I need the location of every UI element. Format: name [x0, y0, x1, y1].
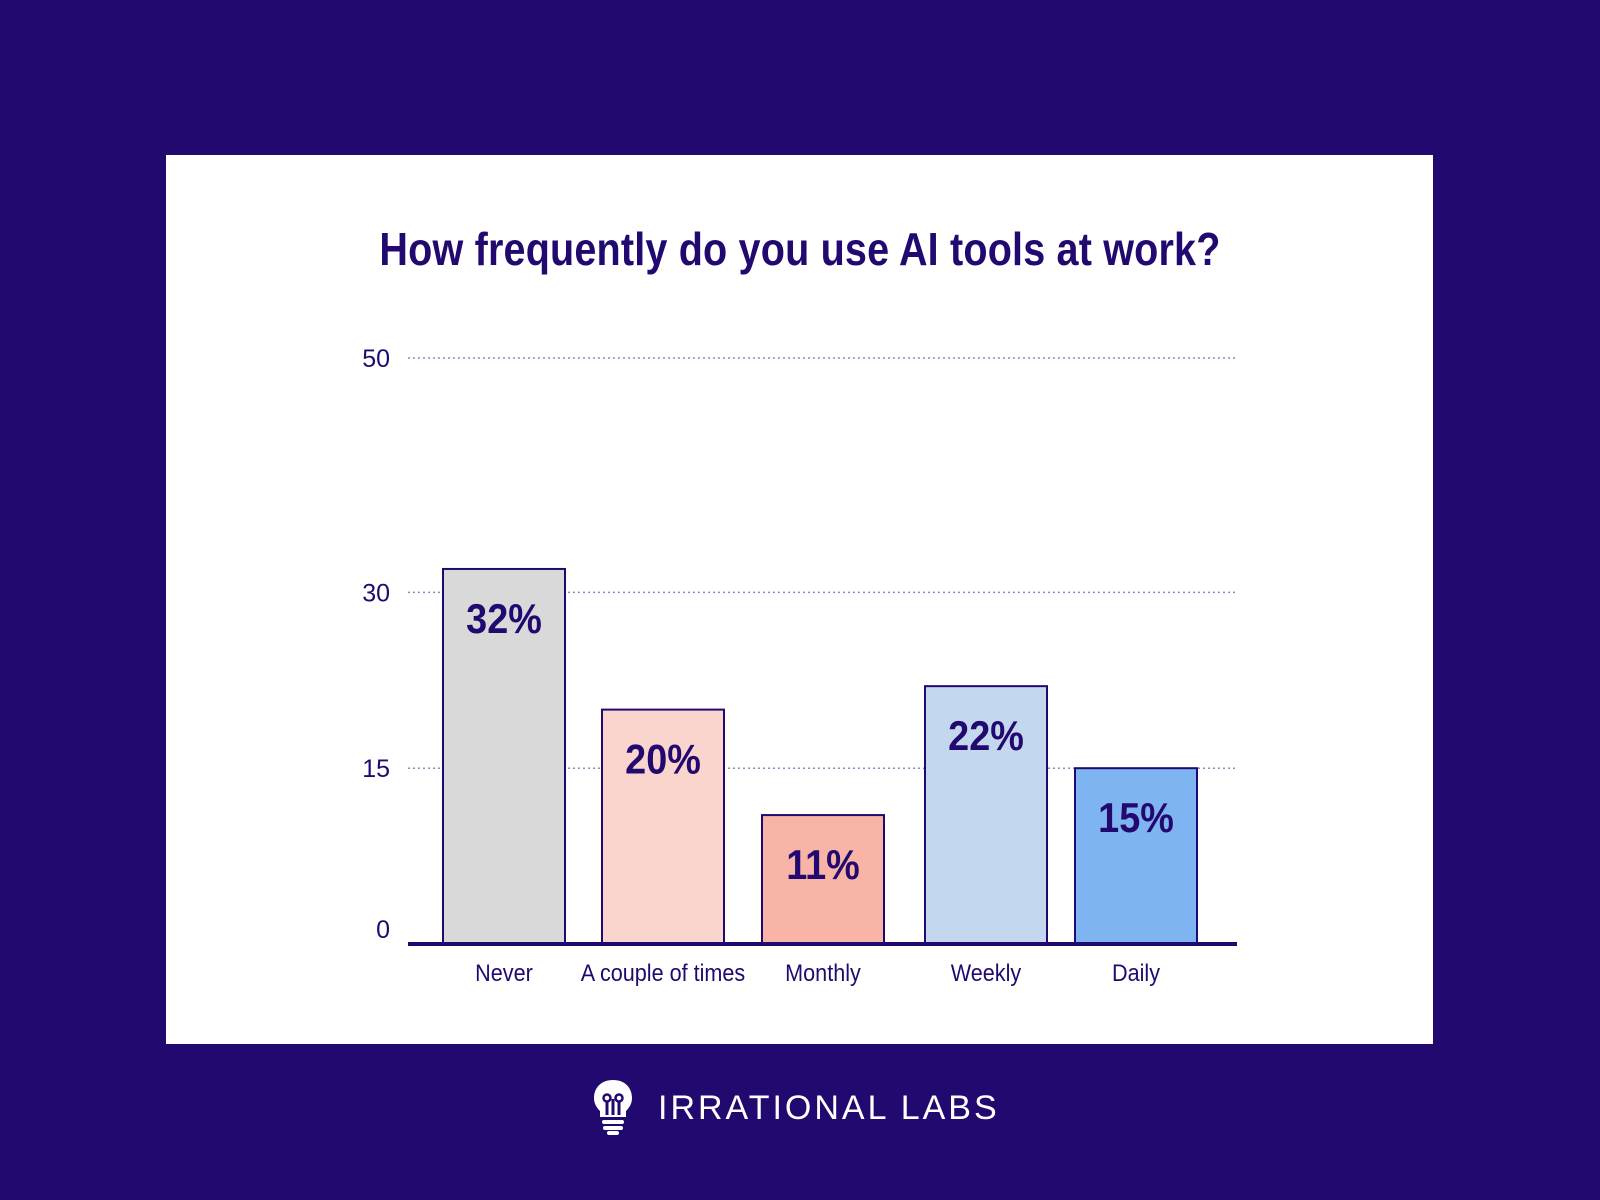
- x-tick-label: A couple of times: [581, 959, 745, 986]
- bar-value-label: 22%: [948, 713, 1024, 759]
- y-tick-label: 0: [376, 916, 390, 944]
- bar-monthly: [761, 814, 885, 946]
- bar-value-label: 32%: [466, 596, 542, 642]
- y-tick-label: 50: [362, 345, 390, 373]
- axes: 0 15 30 50 Never A couple of times Monthly Week…: [362, 345, 1237, 986]
- y-tick-label: 15: [362, 755, 390, 783]
- y-tick-label: 30: [362, 579, 390, 607]
- bar-weekly: [924, 685, 1048, 945]
- x-tick-label: Never: [475, 959, 533, 986]
- bar-daily: [1074, 767, 1198, 946]
- footer-brand: IRRATIONAL LABS: [590, 1077, 1000, 1139]
- brand-name: IRRATIONAL LABS: [658, 1088, 1000, 1127]
- bar-a-couple-of-times: [601, 708, 725, 945]
- head-lightbulb-icon: [590, 1077, 636, 1140]
- chart-title: How frequently do you use AI tools at wo…: [379, 223, 1221, 275]
- bar-value-label: 15%: [1098, 795, 1174, 841]
- bars: 32% 20% 11% 22% 15%: [442, 567, 1198, 946]
- x-tick-label: Weekly: [951, 959, 1022, 986]
- bar-value-label: 11%: [786, 842, 860, 888]
- bar-value-label: 20%: [625, 737, 701, 783]
- x-tick-label: Daily: [1112, 959, 1161, 986]
- x-tick-label: Monthly: [785, 959, 861, 986]
